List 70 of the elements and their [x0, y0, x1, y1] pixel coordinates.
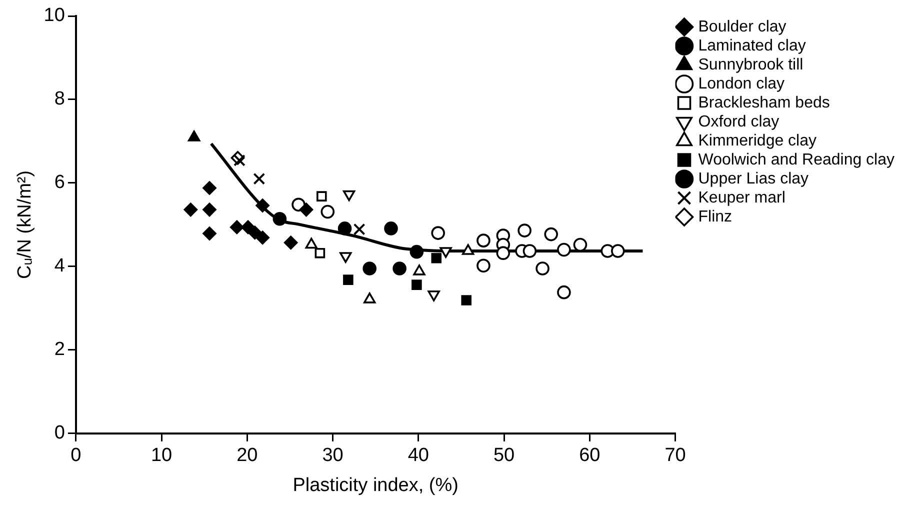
point — [343, 274, 354, 285]
point — [256, 198, 270, 212]
point — [413, 264, 426, 276]
point — [284, 236, 298, 250]
point — [557, 242, 571, 257]
point — [253, 172, 266, 185]
y-tick-label: 0 — [54, 422, 65, 444]
point — [522, 244, 537, 258]
point — [320, 204, 335, 219]
point — [476, 234, 490, 248]
point — [272, 212, 287, 226]
x-tick-label: 0 — [70, 445, 82, 466]
legend-label: Laminated clay — [698, 37, 806, 54]
x-tick-label: 60 — [579, 445, 600, 466]
point — [353, 223, 366, 236]
point — [364, 292, 376, 304]
point — [573, 238, 588, 252]
legend-label: Keuper marl — [698, 189, 786, 206]
point — [248, 226, 262, 240]
legend-label: Sunnybrook till — [698, 56, 804, 74]
point — [557, 285, 571, 300]
point — [412, 280, 422, 290]
point — [299, 202, 314, 217]
legend-label: Bracklesham beds — [698, 94, 830, 112]
legend-label: Kimmeridge clay — [698, 132, 817, 150]
point — [496, 246, 510, 260]
point — [462, 244, 474, 255]
point — [202, 202, 216, 217]
point — [362, 262, 376, 276]
point — [230, 220, 244, 234]
point — [476, 258, 490, 273]
point — [305, 238, 318, 249]
point — [384, 222, 398, 236]
point — [202, 181, 216, 195]
point — [544, 227, 558, 242]
point — [338, 222, 352, 236]
legend-label: Upper Lias clay — [698, 170, 809, 188]
point — [410, 244, 424, 259]
y-tick-label: 8 — [54, 88, 65, 110]
x-tick-label: 30 — [322, 445, 344, 466]
point — [256, 230, 270, 245]
point — [234, 154, 246, 166]
legend-label: Flinz — [698, 208, 732, 226]
point — [461, 295, 472, 306]
point — [314, 248, 326, 258]
x-tick-label: 70 — [664, 445, 686, 466]
x-tick-label: 40 — [408, 445, 429, 466]
point — [184, 202, 198, 217]
x-tick-label: 50 — [493, 445, 515, 466]
point — [431, 252, 442, 264]
point — [392, 262, 406, 276]
point — [431, 226, 445, 240]
x-tick-label: 10 — [150, 445, 172, 466]
point — [202, 226, 216, 240]
y-axis-title: Cᵤ/N (kN/m²) — [14, 170, 36, 279]
x-tick-label: 20 — [236, 445, 258, 466]
legend-label: Boulder clay — [698, 18, 786, 36]
y-tick-label: 10 — [44, 5, 65, 26]
y-tick-label: 2 — [54, 339, 65, 360]
y-tick-label: 6 — [54, 172, 65, 194]
y-tick-label: 4 — [54, 256, 66, 277]
point — [188, 130, 200, 142]
point — [536, 262, 550, 276]
x-axis-title: Plasticity index, (%) — [292, 474, 458, 496]
point — [316, 191, 327, 202]
point — [610, 244, 625, 258]
point — [518, 224, 532, 238]
legend-label: Oxford clay — [698, 113, 780, 130]
legend-label: London clay — [698, 75, 785, 92]
legend-label: Woolwich and Reading clay — [698, 151, 895, 168]
